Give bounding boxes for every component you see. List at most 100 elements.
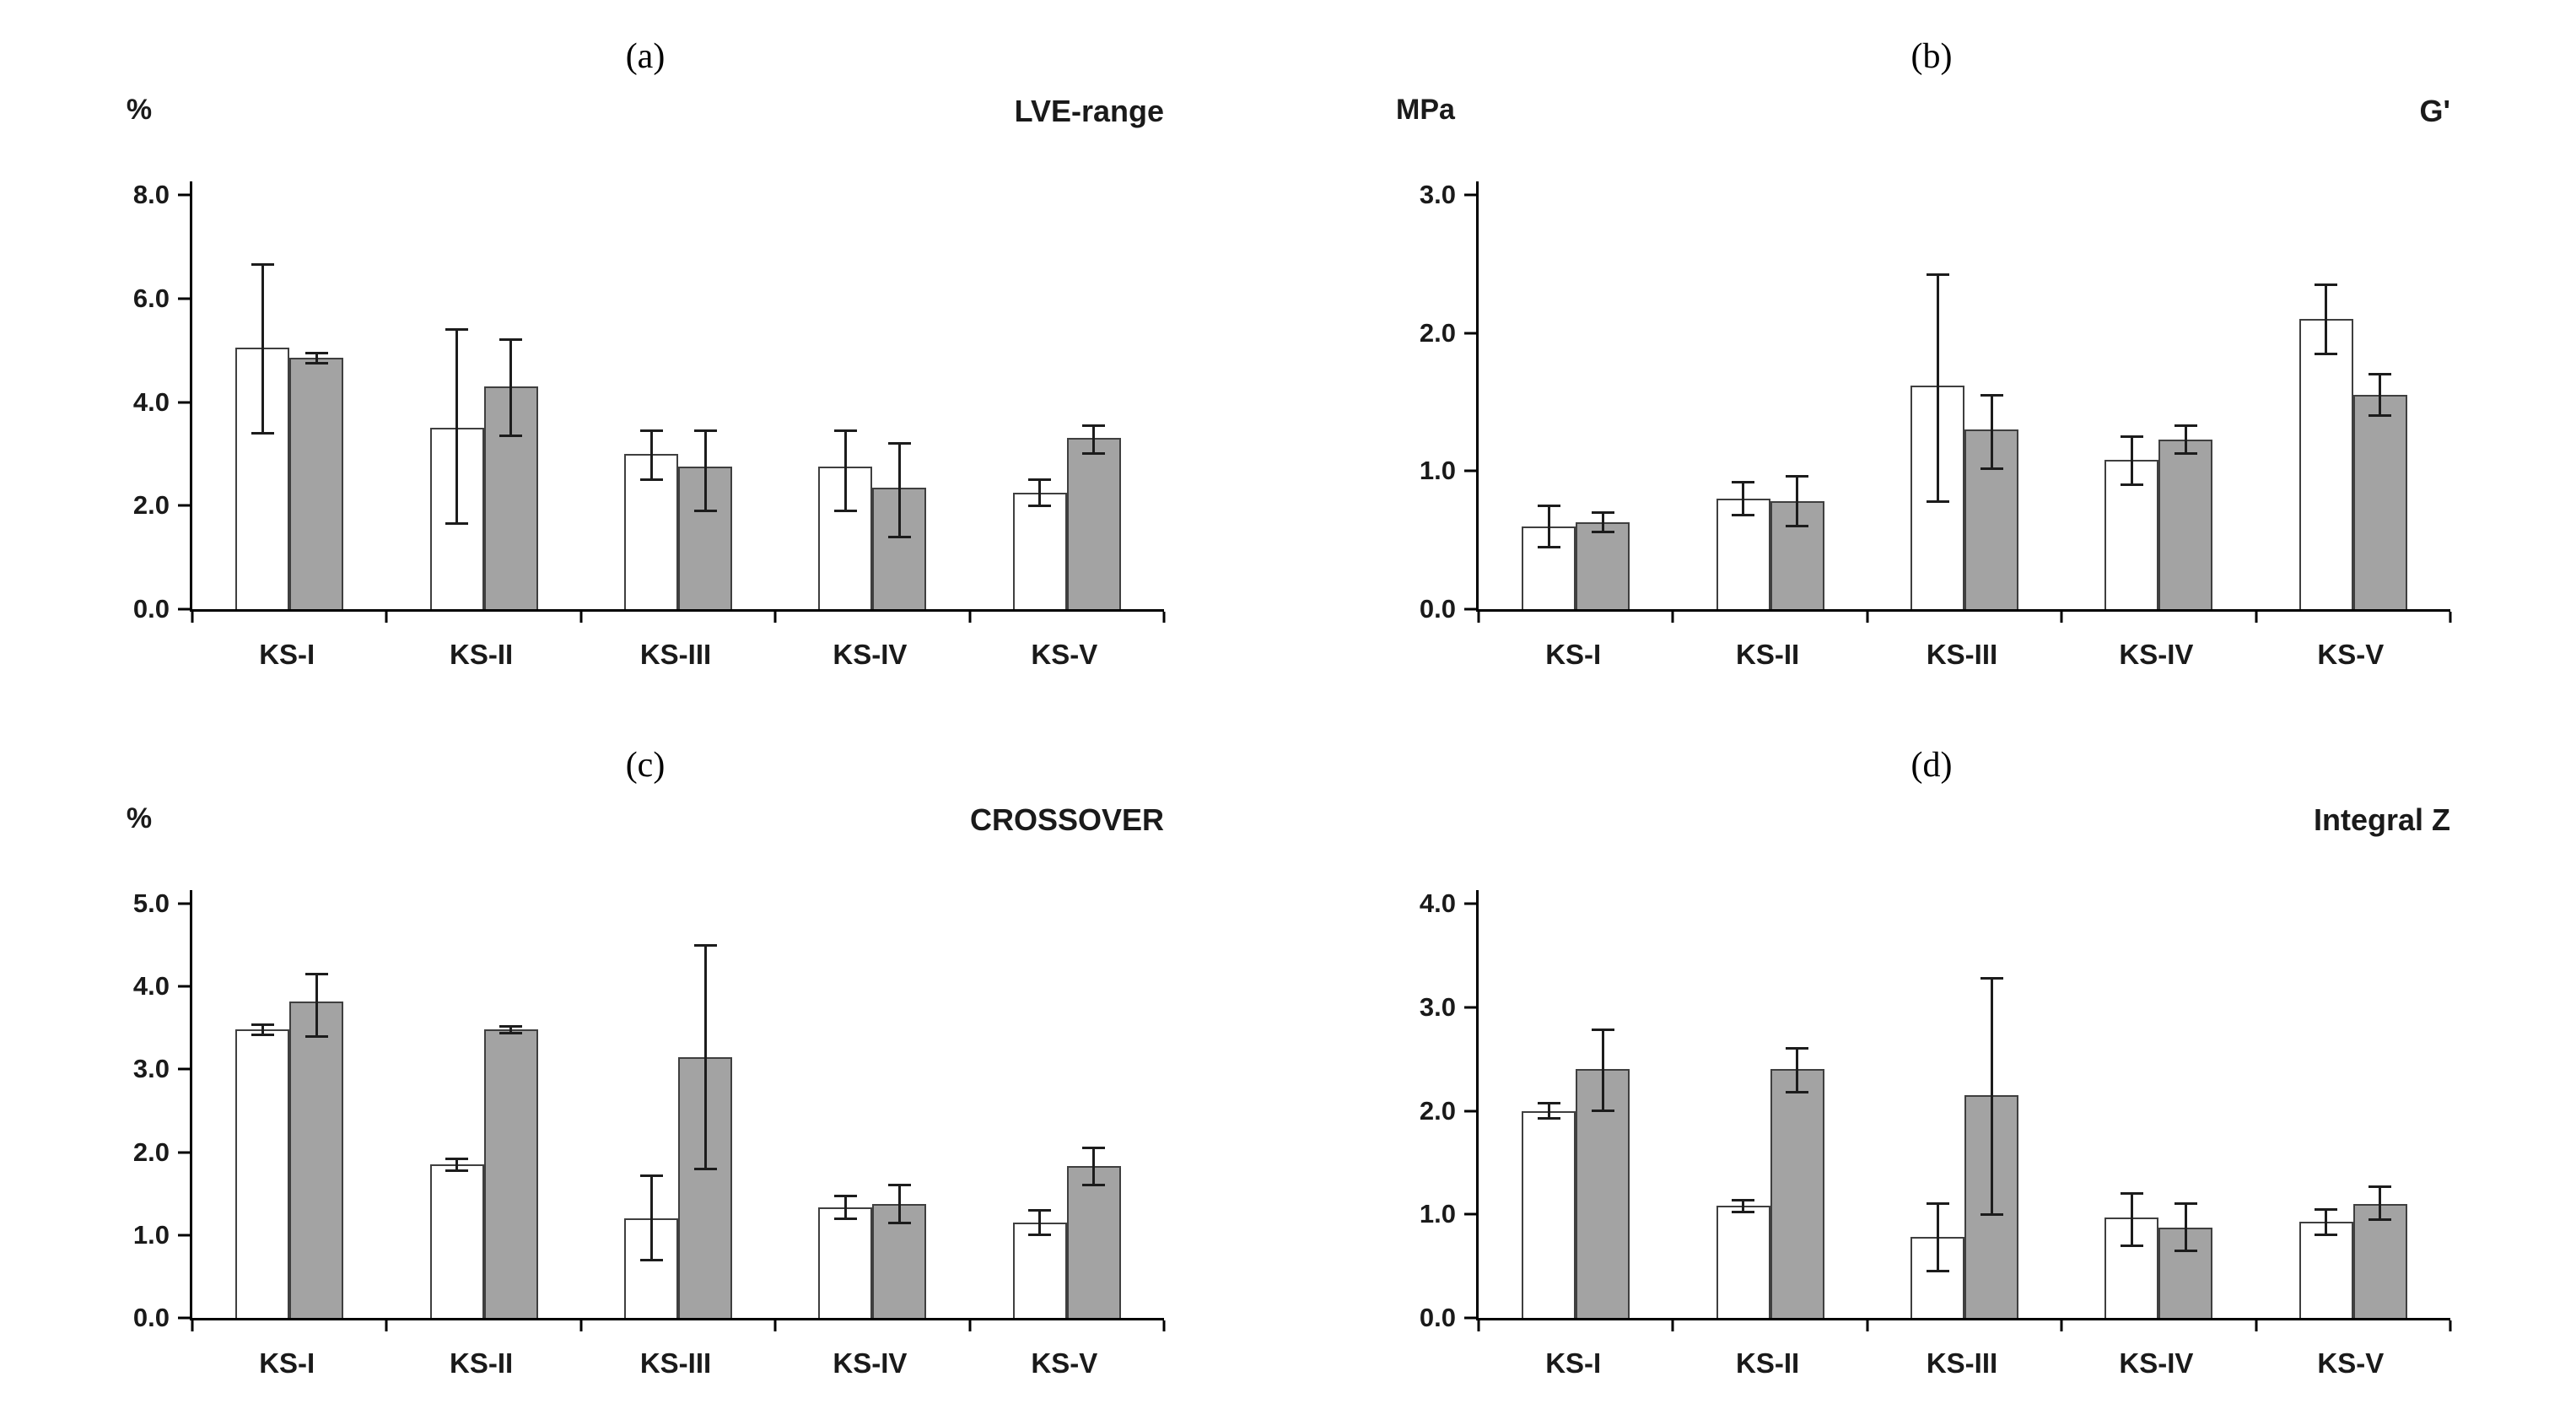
error-bar-line <box>1601 512 1604 532</box>
error-bar-cap-bottom <box>1028 1234 1052 1237</box>
x-tick-mark <box>579 1320 583 1331</box>
y-tick-label: 2.0 <box>1419 317 1456 348</box>
chart-title: CROSSOVER <box>969 802 1164 837</box>
error-bar-line <box>1092 425 1096 454</box>
error-bar-cap-top <box>1732 480 1755 483</box>
x-axis-labels: KS-I KS-II KS-III KS-IV KS-V <box>1476 639 2450 683</box>
category-label: KS-III <box>1926 639 1998 670</box>
y-tick-mark <box>178 193 190 197</box>
chart-panel-d: (d) Integral Z 0.0 1.0 2.0 3.0 4.0 KS-I KS-II… <box>1320 721 2543 1396</box>
error-bar-cap-bottom <box>1926 499 1949 503</box>
chart-title: Integral Z <box>2313 802 2450 837</box>
y-tick-mark <box>178 985 190 988</box>
error-bar-line <box>315 353 318 364</box>
category-label: KS-III <box>639 639 712 670</box>
category-label: KS-IV <box>833 639 908 670</box>
x-tick-mark <box>1477 612 1480 623</box>
error-bar-cap-top <box>1980 393 2003 397</box>
error-bar-cap-bottom <box>2315 1234 2338 1237</box>
error-bar-cap-bottom <box>1591 1110 1614 1112</box>
error-bar-line <box>455 1158 459 1171</box>
category-label: KS-I <box>259 639 315 670</box>
error-bar-cap-bottom <box>2369 1218 2392 1221</box>
error-bar-cap-top <box>304 972 328 975</box>
bar-white-KS-II <box>1716 1206 1770 1318</box>
error-bar-cap-top <box>1786 1047 1809 1050</box>
error-bar-cap-bottom <box>251 431 274 435</box>
y-tick-label: 2.0 <box>1419 1095 1456 1126</box>
category-label: KS-V <box>1031 1347 1098 1379</box>
error-bar-line <box>1742 1200 1745 1212</box>
x-tick-mark <box>2449 1320 2452 1331</box>
error-bar-line <box>1547 505 1550 548</box>
error-bar-cap-top <box>2174 1202 2197 1206</box>
error-bar-cap-top <box>251 263 274 267</box>
bar-white-KS-I <box>235 1029 290 1318</box>
y-axis-unit: MPa <box>1396 94 1455 126</box>
error-bar-line <box>897 443 901 537</box>
error-bar-cap-bottom <box>833 1217 857 1220</box>
category-label: KS-V <box>2317 639 2385 670</box>
error-bar-cap-top <box>1591 510 1614 514</box>
error-bar-cap-top <box>693 943 717 947</box>
x-tick-mark <box>1866 1320 1869 1331</box>
error-bar-cap-top <box>833 1195 857 1198</box>
error-bar-cap-bottom <box>639 478 663 482</box>
y-tick-label: 2.0 <box>132 1137 170 1167</box>
x-tick-mark <box>1477 1320 1480 1331</box>
error-bar-line <box>1990 978 1993 1215</box>
y-tick-mark <box>178 1151 190 1154</box>
chart-panel-c: (c) % CROSSOVER 0.0 1.0 2.0 3.0 4.0 5.0 KS-I K… <box>34 721 1257 1396</box>
error-bar-cap-top <box>304 351 328 354</box>
x-tick-mark <box>191 1320 194 1331</box>
bar-gray-KS-V <box>2352 395 2407 609</box>
error-bar-line <box>509 339 513 436</box>
panel-letter: (b) <box>1910 37 1953 76</box>
error-bar-cap-bottom <box>1786 525 1809 528</box>
category-label: KS-II <box>1736 639 1800 670</box>
error-bar-cap-bottom <box>1980 1212 2003 1216</box>
error-bar-line <box>2379 374 2382 416</box>
category-label: KS-V <box>2317 1347 2385 1379</box>
error-bar-cap-bottom <box>887 1221 911 1224</box>
error-bar-line <box>2325 1209 2328 1235</box>
bar-gray-KS-I <box>289 1001 344 1318</box>
y-tick-mark <box>178 607 190 611</box>
error-bar-cap-top <box>1732 1198 1755 1201</box>
x-tick-mark <box>1671 612 1674 623</box>
bar-white-KS-V <box>1012 1223 1067 1318</box>
error-bar-line <box>1038 1210 1042 1235</box>
plot-area: 0.0 1.0 2.0 3.0 4.0 <box>1420 888 2452 1332</box>
error-bar-cap-bottom <box>445 1169 469 1172</box>
x-axis-labels: KS-I KS-II KS-III KS-IV KS-V <box>190 1347 1164 1391</box>
y-tick-label: 2.0 <box>132 490 170 521</box>
error-bar-cap-bottom <box>833 509 857 512</box>
bar-white-KS-I <box>1522 1110 1576 1318</box>
error-bar-cap-bottom <box>693 509 717 512</box>
y-tick-mark <box>178 401 190 403</box>
x-tick-mark <box>385 612 388 623</box>
error-bar-cap-bottom <box>1028 504 1052 507</box>
y-tick-mark <box>1464 902 1476 905</box>
error-bar-cap-bottom <box>304 361 328 364</box>
y-tick-label: 0.0 <box>1419 594 1456 624</box>
error-bar-cap-top <box>499 338 523 342</box>
bar-gray-KS-IV <box>2158 439 2213 609</box>
y-tick-mark <box>178 1316 190 1320</box>
error-bar-line <box>261 1024 264 1035</box>
error-bar-line <box>1796 1048 1799 1093</box>
error-bar-cap-top <box>2174 424 2197 427</box>
error-bar-cap-bottom <box>2120 483 2143 487</box>
x-tick-mark <box>2060 1320 2063 1331</box>
bar-gray-KS-V <box>1066 438 1121 609</box>
y-tick-label: 6.0 <box>132 283 170 313</box>
error-bar-line <box>1936 1203 1939 1272</box>
category-label: KS-II <box>450 639 514 670</box>
error-bar-line <box>2325 284 2328 354</box>
error-bar-cap-top <box>1028 1208 1052 1212</box>
error-bar-cap-top <box>1537 504 1560 507</box>
error-bar-cap-top <box>1028 478 1052 482</box>
error-bar-cap-bottom <box>2174 1249 2197 1252</box>
y-tick-label: 4.0 <box>132 386 170 417</box>
y-tick-label: 3.0 <box>132 1054 170 1084</box>
